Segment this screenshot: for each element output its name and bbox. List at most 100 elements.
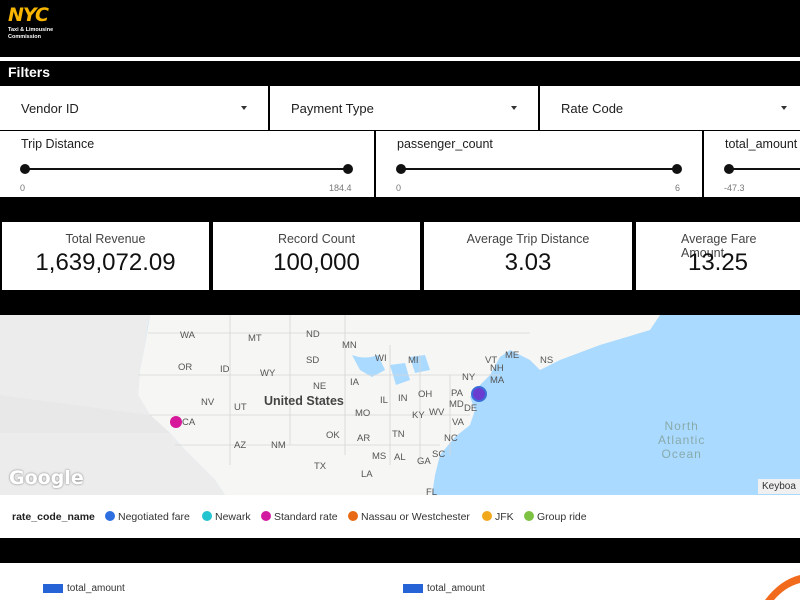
country-label: United States xyxy=(264,394,344,408)
state-label-ma: MA xyxy=(490,375,505,386)
legend-item-group-ride[interactable]: Group ride xyxy=(524,511,587,523)
state-label-az: AZ xyxy=(234,440,247,451)
ocean-line: Ocean xyxy=(661,447,702,461)
map-point-nyc[interactable] xyxy=(471,386,487,402)
slider-min-value: 0 xyxy=(20,183,26,193)
state-label-mn: MN xyxy=(342,340,357,351)
state-label-nm: NM xyxy=(271,440,286,451)
legend-label: Nassau or Westchester xyxy=(361,511,470,523)
state-label-ns: NS xyxy=(540,355,554,366)
legend-label: Negotiated fare xyxy=(118,511,190,523)
legend-item-nassau-westchester[interactable]: Nassau or Westchester xyxy=(348,511,470,523)
legend-title: rate_code_name xyxy=(12,511,95,523)
state-label-mo: MO xyxy=(355,408,371,419)
legend-swatch xyxy=(482,511,492,521)
ocean-label: North Atlantic Ocean xyxy=(658,419,705,461)
state-label-ne: NE xyxy=(313,381,327,392)
app-header: NYC Taxi & Limousine Commission xyxy=(0,0,800,57)
state-label-ca: CA xyxy=(182,417,196,428)
caret-down-icon xyxy=(781,106,787,110)
kpi-label: Record Count xyxy=(277,232,356,246)
kpi-value: 1,639,072.09 xyxy=(35,249,176,276)
state-label-nv: NV xyxy=(201,397,215,408)
caret-down-icon xyxy=(241,106,247,110)
legend-item-standard-rate[interactable]: Standard rate xyxy=(261,511,338,523)
state-label-nh: NH xyxy=(490,363,504,374)
total-amount-slider[interactable]: total_amount -47.3 xyxy=(704,131,800,197)
legend-swatch xyxy=(348,511,358,521)
chart-legend-label: total_amount xyxy=(427,583,485,594)
ocean-line: North xyxy=(664,419,699,433)
rate-code-dropdown[interactable]: Rate Code xyxy=(540,86,800,130)
slider-track[interactable] xyxy=(25,168,348,170)
nyc-tlc-logo[interactable]: NYC Taxi & Limousine Commission xyxy=(8,4,68,44)
state-label-ia: IA xyxy=(350,377,359,388)
state-label-ok: OK xyxy=(326,430,340,441)
map-point-ca[interactable] xyxy=(170,416,182,428)
legend-label: Group ride xyxy=(537,511,587,523)
state-label-va: VA xyxy=(452,417,464,428)
kpi-value: 100,000 xyxy=(273,249,360,276)
state-label-nd: ND xyxy=(306,329,320,340)
state-label-or: OR xyxy=(178,362,193,373)
state-label-sd: SD xyxy=(306,355,320,366)
kpi-total-revenue: Total Revenue 1,639,072.09 xyxy=(0,220,211,292)
payment-type-dropdown[interactable]: Payment Type xyxy=(270,86,540,130)
trip-map[interactable]: United States North Atlantic Ocean Googl… xyxy=(0,315,800,495)
slider-min-value: -47.3 xyxy=(724,183,745,193)
state-label-ky: KY xyxy=(412,410,425,421)
state-label-ut: UT xyxy=(234,402,247,413)
chart-legend-label: total_amount xyxy=(67,583,125,594)
kpi-label: Average Fare Amount xyxy=(681,232,757,260)
state-label-wi: WI xyxy=(375,353,387,364)
kpi-value: 13.25 xyxy=(687,249,749,276)
legend-swatch xyxy=(261,511,271,521)
state-label-oh: OH xyxy=(418,389,433,400)
slider-track[interactable] xyxy=(729,168,800,170)
state-label-sc: SC xyxy=(432,449,446,460)
slider-label: Trip Distance xyxy=(21,137,95,151)
filters-title: Filters xyxy=(8,64,51,80)
slider-min-value: 0 xyxy=(396,183,402,193)
dropdown-label: Vendor ID xyxy=(21,101,79,116)
slider-max-handle[interactable] xyxy=(672,164,682,174)
slider-min-handle[interactable] xyxy=(724,164,734,174)
legend-item-negotiated-fare[interactable]: Negotiated fare xyxy=(105,511,190,523)
slider-min-handle[interactable] xyxy=(20,164,30,174)
legend-swatch xyxy=(105,511,115,521)
keyboard-shortcuts-button[interactable]: Keyboa xyxy=(758,479,800,494)
vendor-id-dropdown[interactable]: Vendor ID xyxy=(0,86,270,130)
state-label-nc: NC xyxy=(444,433,458,444)
bottom-charts: total_amount total_amount xyxy=(0,563,800,600)
google-logo: Google xyxy=(9,467,84,489)
donut-chart-edge xyxy=(765,575,800,600)
state-label-me: ME xyxy=(505,350,520,361)
kpi-value: 3.03 xyxy=(504,249,552,276)
legend-label: Newark xyxy=(215,511,251,523)
kpi-label: Total Revenue xyxy=(65,232,146,246)
state-label-ga: GA xyxy=(417,456,431,467)
state-label-pa: PA xyxy=(451,388,463,399)
state-label-fl: FL xyxy=(426,487,438,495)
legend-swatch xyxy=(403,584,423,593)
logo-nyc-text: NYC xyxy=(8,4,49,26)
legend-label: Standard rate xyxy=(274,511,338,523)
trip-distance-slider[interactable]: Trip Distance 0 184.4 xyxy=(0,131,376,197)
state-label-wv: WV xyxy=(429,407,445,418)
passenger-count-slider[interactable]: passenger_count 0 6 xyxy=(376,131,704,197)
state-label-mt: MT xyxy=(248,333,262,344)
legend-item-jfk[interactable]: JFK xyxy=(482,511,514,523)
slider-min-handle[interactable] xyxy=(396,164,406,174)
legend-item-newark[interactable]: Newark xyxy=(202,511,251,523)
kpi-average-trip-distance: Average Trip Distance 3.03 xyxy=(422,220,634,292)
legend-swatch xyxy=(524,511,534,521)
state-label-ny: NY xyxy=(462,372,476,383)
slider-label: total_amount xyxy=(725,137,798,151)
slider-track[interactable] xyxy=(401,168,677,170)
slider-max-handle[interactable] xyxy=(343,164,353,174)
state-label-ms: MS xyxy=(372,451,387,462)
slider-max-value: 6 xyxy=(675,183,681,193)
kpi-record-count: Record Count 100,000 xyxy=(211,220,422,292)
caret-down-icon xyxy=(511,106,517,110)
legend-swatch xyxy=(43,584,63,593)
